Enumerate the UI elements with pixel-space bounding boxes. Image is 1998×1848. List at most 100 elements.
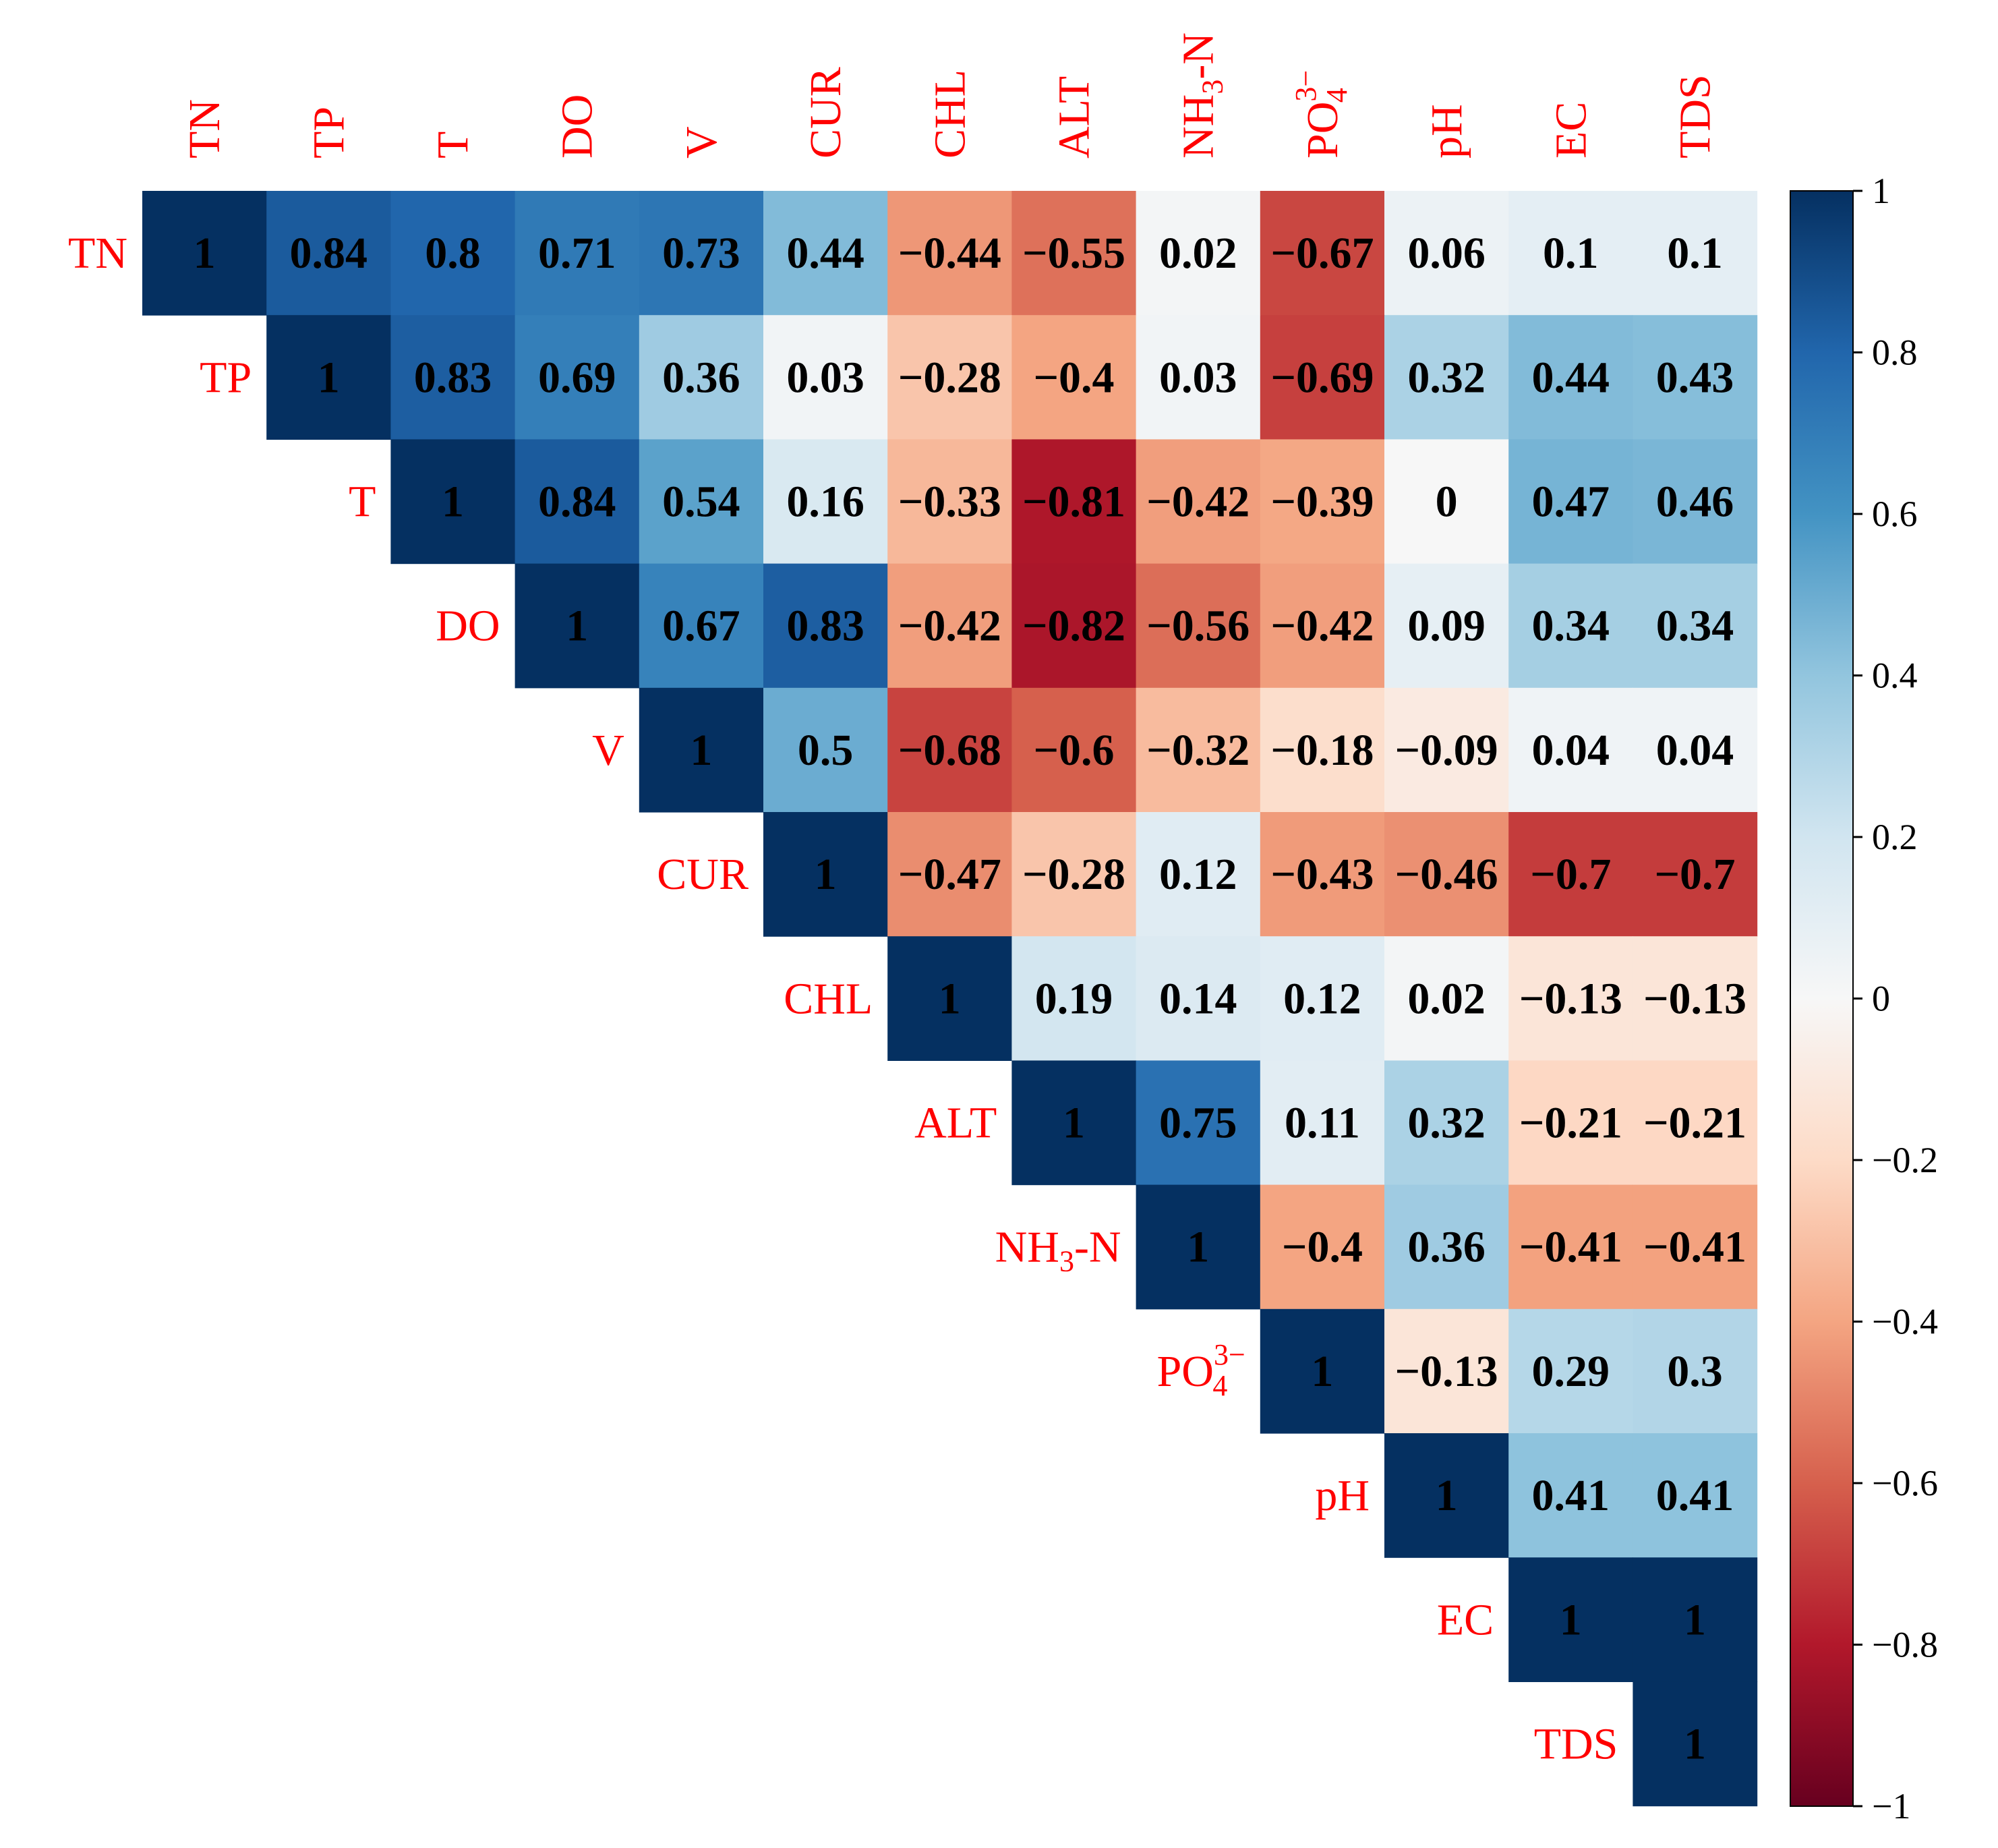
col-label-nh3-n: NH3-N xyxy=(1174,32,1229,158)
colorbar-gradient xyxy=(1790,190,1854,1807)
row-label-tds: TDS xyxy=(1534,1720,1618,1769)
row-label-po4: PO3− 4 xyxy=(1157,1338,1245,1402)
cell-t-t xyxy=(390,439,516,565)
cell-do-tds xyxy=(1633,563,1758,689)
cell-cur-tds xyxy=(1633,812,1758,937)
cell-do-cur xyxy=(763,563,888,689)
cell-t-nh3-n xyxy=(1136,439,1261,565)
cell-tp-chl xyxy=(887,315,1012,440)
cell-tp-po4 xyxy=(1260,315,1385,440)
cell-v-cur xyxy=(763,687,888,813)
value-t-chl: −0.33 xyxy=(898,478,1001,527)
value-nh3-n-ec: −0.41 xyxy=(1519,1223,1622,1272)
value-alt-alt: 1 xyxy=(1063,1099,1085,1148)
value-tp-cur: 0.03 xyxy=(786,353,864,402)
cell-t-po4 xyxy=(1260,439,1385,565)
col-label-tds: TDS xyxy=(1671,74,1720,158)
value-v-chl: −0.68 xyxy=(898,726,1001,775)
cell-cur-nh3-n xyxy=(1136,812,1261,937)
value-chl-tds: −0.13 xyxy=(1643,974,1746,1023)
cell-t-ec xyxy=(1508,439,1633,565)
value-po4-ph: −0.13 xyxy=(1395,1347,1498,1396)
row-label-alt: ALT xyxy=(914,1099,997,1148)
value-do-alt: −0.82 xyxy=(1022,602,1125,651)
cell-alt-po4 xyxy=(1260,1060,1385,1186)
col-label-tp: TP xyxy=(304,107,353,158)
cell-v-chl xyxy=(887,687,1012,813)
value-t-tds: 0.46 xyxy=(1656,478,1734,527)
cell-nh3-n-nh3-n xyxy=(1136,1184,1261,1310)
colorbar-tick-label: 0.6 xyxy=(1872,494,1918,534)
cell-do-v xyxy=(639,563,764,689)
value-tp-alt: −0.4 xyxy=(1033,353,1114,402)
cell-po4-ph xyxy=(1384,1308,1509,1434)
value-v-ec: 0.04 xyxy=(1532,726,1610,775)
value-do-v: 0.67 xyxy=(662,602,740,651)
row-label-tp: TP xyxy=(200,353,252,402)
cell-tp-v xyxy=(639,315,764,440)
cell-do-alt xyxy=(1011,563,1137,689)
cell-cur-po4 xyxy=(1260,812,1385,937)
cell-do-po4 xyxy=(1260,563,1385,689)
cell-do-nh3-n xyxy=(1136,563,1261,689)
colorbar-tick-label: 0.4 xyxy=(1872,656,1918,696)
value-tn-nh3-n: 0.02 xyxy=(1159,229,1237,278)
cell-chl-alt xyxy=(1011,936,1137,1061)
value-t-do: 0.84 xyxy=(538,478,616,527)
cell-tn-po4 xyxy=(1260,191,1385,316)
cell-v-tds xyxy=(1633,687,1758,813)
cell-alt-tds xyxy=(1633,1060,1758,1186)
value-t-alt: −0.81 xyxy=(1022,478,1125,527)
value-tn-chl: −0.44 xyxy=(898,229,1001,278)
value-v-cur: 0.5 xyxy=(798,726,854,775)
value-alt-nh3-n: 0.75 xyxy=(1159,1099,1237,1148)
row-label-do: DO xyxy=(436,602,500,651)
value-tds-tds: 1 xyxy=(1684,1720,1706,1769)
cell-tn-nh3-n xyxy=(1136,191,1261,316)
value-do-nh3-n: −0.56 xyxy=(1146,602,1250,651)
colorbar-tick-label: 1 xyxy=(1872,171,1890,211)
value-v-nh3-n: −0.32 xyxy=(1146,726,1250,775)
heatmap-cells xyxy=(142,191,1758,1807)
col-label-v: V xyxy=(677,126,726,158)
cell-nh3-n-ph xyxy=(1384,1184,1509,1310)
row-labels: TN TP T DO V CUR CHL ALT NH3-N PO3− 4 pH EC TDS xyxy=(68,229,1618,1768)
colorbar-tick-label: 0 xyxy=(1872,979,1890,1019)
value-v-alt: −0.6 xyxy=(1033,726,1114,775)
cell-do-do xyxy=(515,563,640,689)
value-tn-tds: 0.1 xyxy=(1667,229,1723,278)
cell-v-alt xyxy=(1011,687,1137,813)
value-tp-ec: 0.44 xyxy=(1532,353,1610,402)
value-tn-do: 0.71 xyxy=(538,229,616,278)
value-v-po4: −0.18 xyxy=(1270,726,1374,775)
cell-alt-alt xyxy=(1011,1060,1137,1186)
value-tp-chl: −0.28 xyxy=(898,353,1001,402)
cell-po4-ec xyxy=(1508,1308,1633,1434)
value-nh3-n-ph: 0.36 xyxy=(1407,1223,1486,1272)
cell-alt-ph xyxy=(1384,1060,1509,1186)
cell-po4-po4 xyxy=(1260,1308,1385,1434)
col-label-do: DO xyxy=(553,94,602,158)
value-tn-t: 0.8 xyxy=(425,229,481,278)
cell-nh3-n-po4 xyxy=(1260,1184,1385,1310)
cell-t-cur xyxy=(763,439,888,565)
value-do-po4: −0.42 xyxy=(1270,602,1374,651)
value-nh3-n-tds: −0.41 xyxy=(1643,1223,1746,1272)
row-label-ec: EC xyxy=(1437,1595,1494,1644)
col-label-t: T xyxy=(429,132,478,158)
value-ph-ph: 1 xyxy=(1436,1471,1458,1520)
cell-cur-cur xyxy=(763,812,888,937)
col-label-chl: CHL xyxy=(925,69,974,158)
cell-cur-chl xyxy=(887,812,1012,937)
value-t-t: 1 xyxy=(442,478,464,527)
value-tn-v: 0.73 xyxy=(662,229,740,278)
value-do-do: 1 xyxy=(566,602,588,651)
cell-nh3-n-tds xyxy=(1633,1184,1758,1310)
col-label-tn: TN xyxy=(180,99,229,158)
row-label-v: V xyxy=(592,726,624,775)
cell-ec-tds xyxy=(1633,1557,1758,1682)
value-alt-tds: −0.21 xyxy=(1643,1099,1746,1148)
cell-chl-nh3-n xyxy=(1136,936,1261,1061)
cell-tn-chl xyxy=(887,191,1012,316)
cell-tp-alt xyxy=(1011,315,1137,440)
